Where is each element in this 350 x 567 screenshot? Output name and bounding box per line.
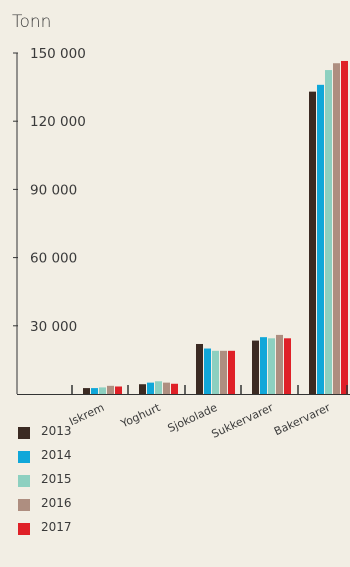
bar [155,381,162,394]
legend-label: 2017 [41,520,72,534]
bar [220,350,227,394]
bar [268,338,275,394]
legend-swatch [18,499,30,511]
legend-item: 2014 [18,448,218,472]
legend-item: 2017 [18,520,218,544]
bar-group-sukkervarer [252,334,291,394]
x-tick-label: Bakervarer [272,401,333,439]
bar [228,350,235,394]
bar [252,340,259,394]
bar [196,343,203,394]
bar [260,337,267,394]
bar [99,387,106,394]
legend-label: 2016 [41,496,72,510]
x-tick-label: Sukkervarer [210,401,276,441]
legend-item: 2015 [18,472,218,496]
bar [341,60,348,394]
y-tick-label: 150 000 [30,46,86,62]
bar [107,385,114,394]
bar-group-iskrem [83,385,122,394]
bars [83,60,348,395]
legend-label: 2014 [41,448,72,462]
bar [115,386,122,394]
bar [91,388,98,394]
y-tick-label: 120 000 [30,114,86,130]
bar [276,334,283,394]
bar [333,63,340,394]
bar-group-yoghurt [139,381,178,394]
bar [325,70,332,395]
legend-swatch [18,427,30,439]
y-tick-label: 30 000 [30,319,77,335]
bar [163,382,170,394]
bar [83,388,90,394]
y-tick-label: 90 000 [30,182,77,198]
bar [139,384,146,394]
bar [317,84,324,395]
bar-group-sjokolade [196,343,235,394]
bar [309,91,316,394]
legend-swatch [18,451,30,463]
legend: 2013 2014 2015 2016 2017 [18,424,218,544]
legend-label: 2013 [41,424,72,438]
legend-swatch [18,523,30,535]
bar [212,350,219,394]
bar [204,348,211,394]
legend-item: 2016 [18,496,218,520]
bar-group-bakervarer [309,60,348,395]
legend-swatch [18,475,30,487]
legend-item: 2013 [18,424,218,448]
legend-label: 2015 [41,472,72,486]
bar [147,382,154,394]
y-axis: 30 000 60 000 90 000 120 000 150 000 [13,46,350,395]
y-axis-unit-label: Tonn [12,12,52,32]
bar [171,383,178,394]
bar [284,338,291,394]
y-tick-label: 60 000 [30,251,77,267]
